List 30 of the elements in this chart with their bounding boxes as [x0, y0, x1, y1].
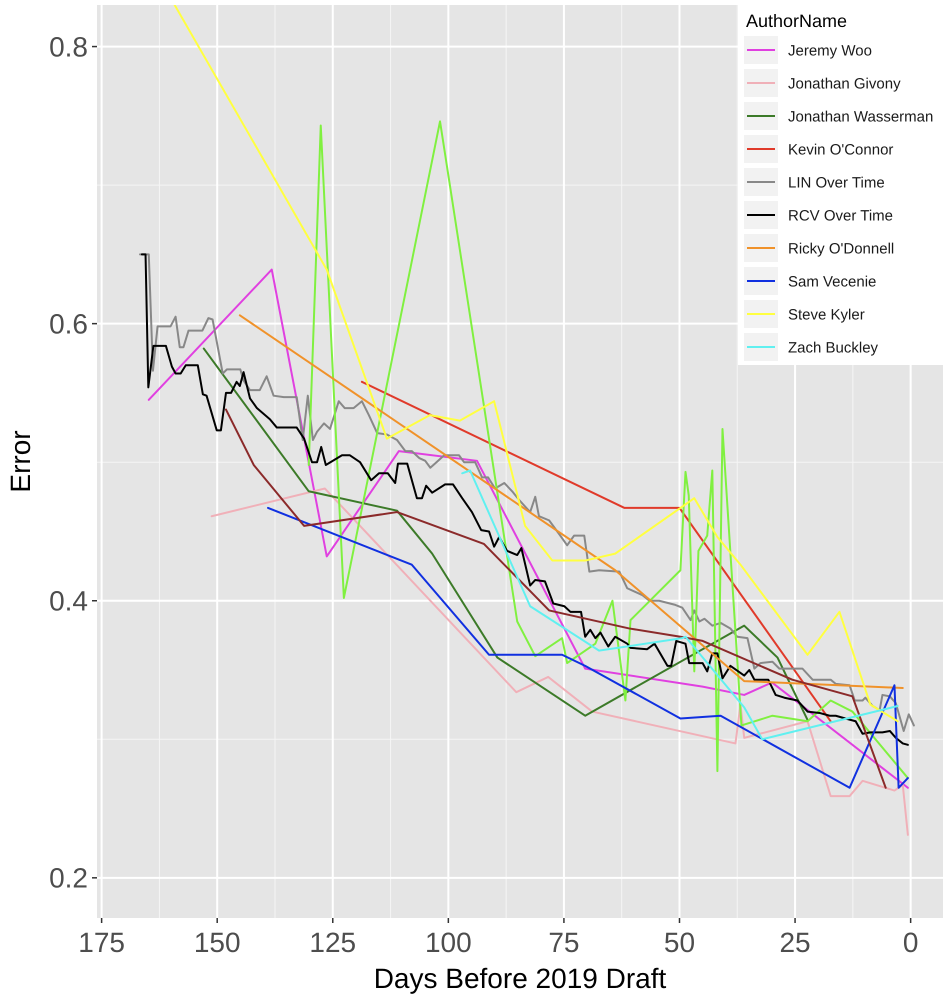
x-tick-label: 175 [78, 927, 125, 958]
legend-label: Jonathan Givony [788, 75, 902, 92]
line-series [267, 506, 909, 789]
legend-label: Ricky O'Donnell [788, 240, 894, 258]
legend-label: LIN Over Time [788, 174, 885, 192]
line-series [461, 470, 899, 740]
legend-label: Zach Buckley [788, 339, 879, 356]
x-tick-label: 75 [548, 927, 580, 958]
legend-title: AuthorName [746, 11, 848, 31]
y-axis-title: Error [5, 430, 36, 493]
x-tick-label: 100 [424, 927, 472, 958]
legend-label: Jeremy Woo [788, 42, 872, 60]
line-series [224, 408, 887, 789]
x-tick-label: 50 [664, 927, 696, 958]
y-tick-label: 0.2 [49, 862, 88, 894]
x-tick-label: 150 [194, 927, 241, 958]
y-tick-label: 0.4 [49, 586, 88, 617]
legend-label: Sam Vecenie [788, 273, 876, 290]
x-tick-label: 0 [902, 927, 918, 958]
legend-label: Kevin O'Connor [788, 141, 894, 158]
legend-label: RCV Over Time [788, 207, 894, 224]
y-tick-label: 0.8 [49, 31, 88, 62]
x-tick-label: 25 [779, 927, 811, 958]
legend-label: Steve Kyler [788, 306, 865, 324]
y-tick-label: 0.6 [49, 308, 88, 340]
x-axis-title: Days Before 2019 Draft [374, 963, 667, 994]
x-tick-label: 125 [309, 927, 356, 958]
line-series [308, 120, 909, 780]
line-series [210, 488, 909, 836]
legend-label: Jonathan Wasserman [788, 108, 934, 126]
